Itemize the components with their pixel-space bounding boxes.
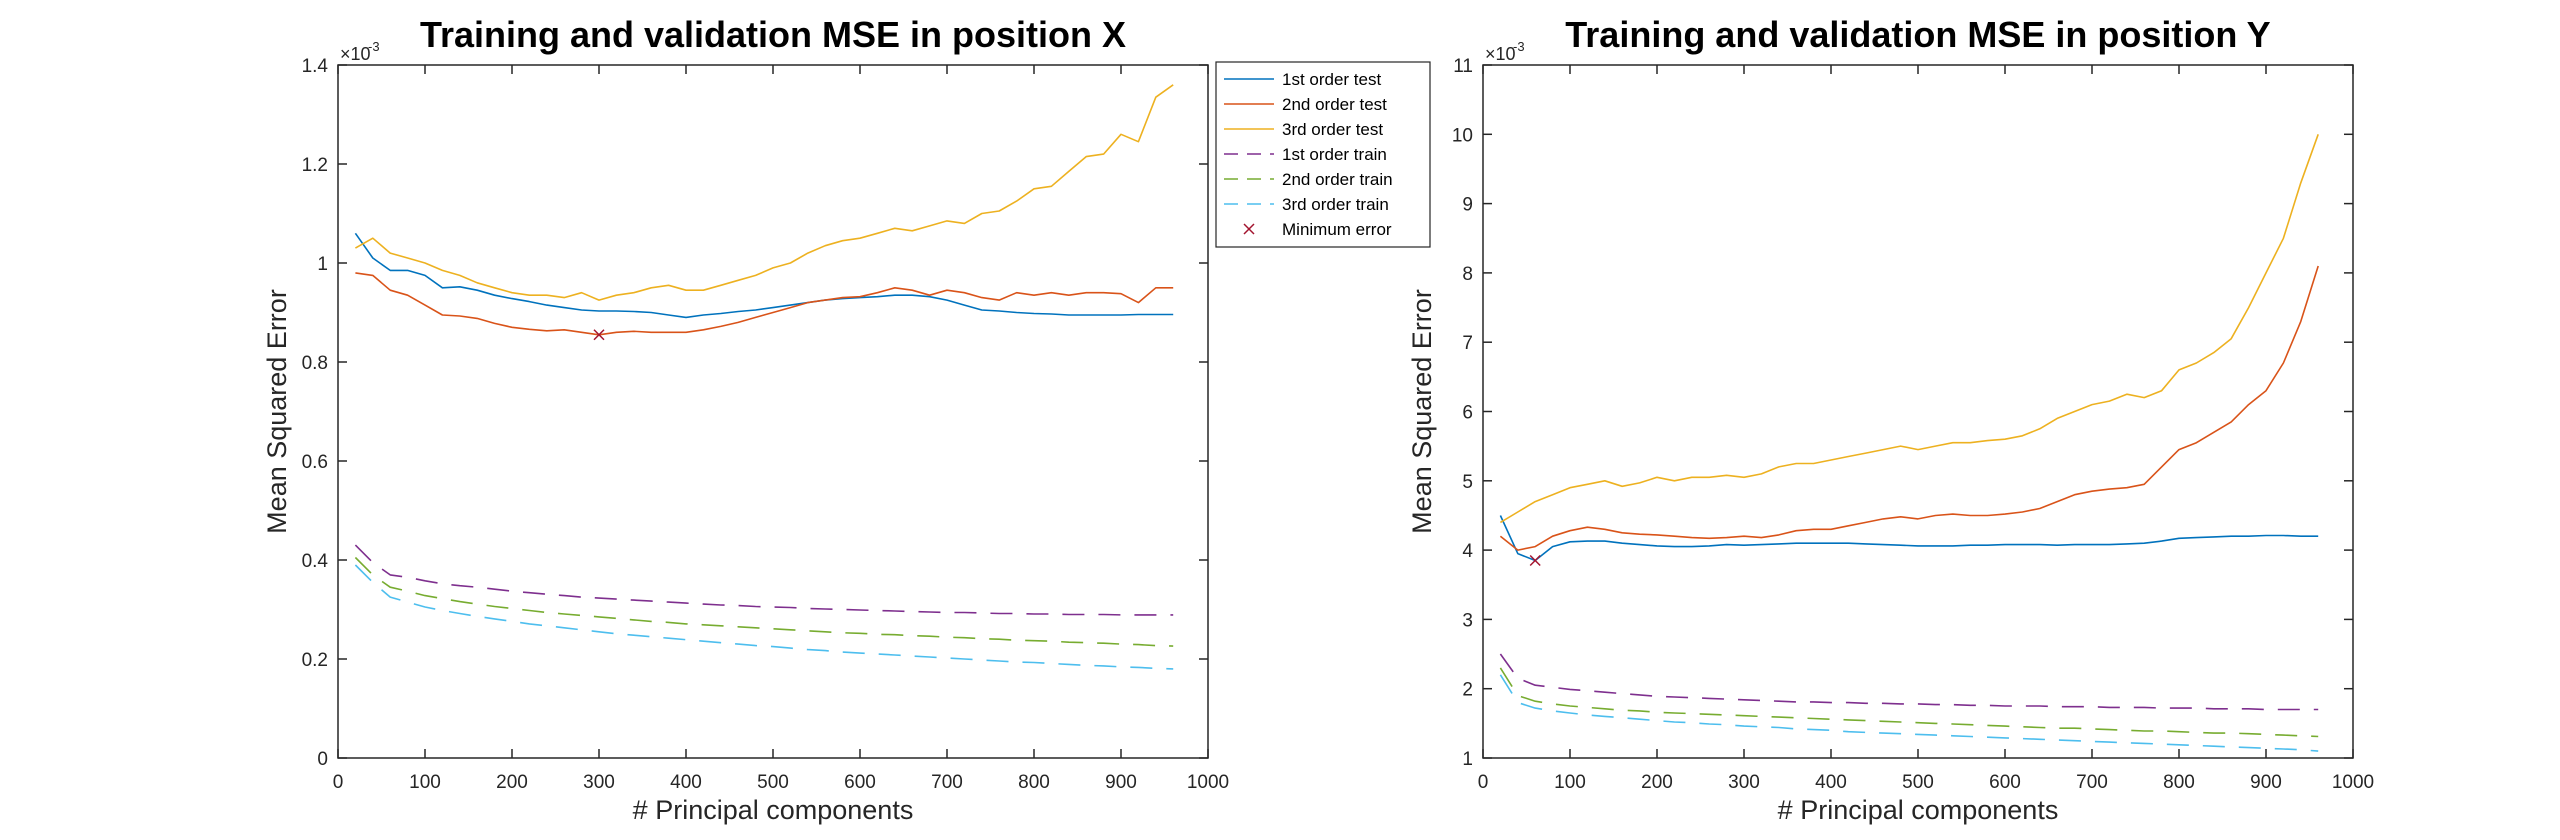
- x-tick-label: 400: [670, 772, 702, 793]
- series-line-1st-order-test: [354, 232, 1174, 319]
- chart-title: Training and validation MSE in position …: [420, 14, 1126, 55]
- y-tick-label: 10: [1452, 125, 1473, 146]
- x-axis-label: # Principal components: [633, 795, 914, 825]
- legend-entry: 2nd order test: [1282, 95, 1387, 114]
- exponent-label: ×10: [340, 44, 371, 64]
- y-tick-label: 1: [1462, 749, 1473, 770]
- y-tick-label: 1.4: [302, 56, 329, 77]
- x-tick-label: 600: [1989, 772, 2021, 793]
- y-tick-label: 0: [317, 749, 328, 770]
- exponent-label: ×10: [1485, 44, 1516, 64]
- series-line-1st-order-train: [354, 544, 1174, 616]
- legend-entry: 1st order train: [1282, 145, 1387, 164]
- plot-area: [337, 64, 1209, 759]
- chart-position-x: 0 100 200 300 400 500 600 700 800 900 1000 0 0.2 0.4 0…: [262, 14, 1229, 825]
- y-tick-label: 7: [1462, 333, 1473, 354]
- plot-area: [1482, 64, 2354, 759]
- x-tick-label: 500: [757, 772, 789, 793]
- legend: 1st order test 2nd order test 3rd order te…: [1215, 61, 1431, 248]
- x-tick-label: 900: [2250, 772, 2282, 793]
- y-tick-label: 6: [1462, 403, 1473, 424]
- x-axis-label: # Principal components: [1778, 795, 2059, 825]
- y-tick-label: 0.6: [302, 452, 328, 473]
- minimum-error-marker: [1529, 554, 1541, 567]
- x-tick-label: 900: [1105, 772, 1137, 793]
- y-tick-label: 9: [1462, 195, 1473, 216]
- legend-swatch-minimum: [1243, 223, 1255, 235]
- chart-position-y: 0 100 200 300 400 500 600 700 800 900 1000 1 2 3 4 5 6 7 8…: [1407, 14, 2374, 825]
- y-tick-label: 8: [1462, 264, 1473, 285]
- series-line-2nd-order-test: [1499, 265, 2319, 551]
- exponent-power: -3: [1513, 39, 1525, 54]
- legend-entry: 1st order test: [1282, 70, 1381, 89]
- x-tick-label: 300: [583, 772, 615, 793]
- legend-entry: 3rd order test: [1282, 120, 1383, 139]
- x-tick-label: 300: [1728, 772, 1760, 793]
- y-tick-label: 0.8: [302, 353, 328, 374]
- x-tick-label: 700: [2076, 772, 2108, 793]
- series-line-3rd-order-test: [1499, 134, 2319, 524]
- x-tick-label: 1000: [2332, 772, 2374, 793]
- series-line-3rd-order-test: [355, 84, 1174, 301]
- y-tick-label: 0.2: [302, 650, 328, 671]
- y-tick-label: 11: [1453, 56, 1473, 77]
- x-tick-label: 0: [333, 772, 344, 793]
- y-axis-label: Mean Squared Error: [262, 289, 292, 534]
- series-line-2nd-order-test: [355, 272, 1174, 336]
- x-tick-label: 200: [1641, 772, 1673, 793]
- x-tick-label: 1000: [1187, 772, 1229, 793]
- x-tick-label: 700: [931, 772, 963, 793]
- x-tick-label: 800: [1018, 772, 1050, 793]
- y-axis-label: Mean Squared Error: [1407, 289, 1437, 534]
- series-line-2nd-order-train: [354, 556, 1174, 647]
- y-tick-label: 0.4: [302, 551, 329, 572]
- x-tick-label: 0: [1478, 772, 1489, 793]
- series-line-1st-order-train: [1499, 653, 2319, 711]
- x-tick-label: 800: [2163, 772, 2195, 793]
- series-line-1st-order-test: [1499, 515, 2319, 562]
- x-tick-label: 500: [1902, 772, 1934, 793]
- legend-entry: 3rd order train: [1282, 195, 1389, 214]
- y-tick-label: 5: [1462, 472, 1473, 493]
- y-tick-label: 1: [317, 254, 328, 275]
- y-tick-label: 3: [1462, 610, 1473, 631]
- x-tick-label: 100: [409, 772, 441, 793]
- x-tick-label: 100: [1554, 772, 1586, 793]
- series-line-3rd-order-train: [354, 564, 1174, 670]
- exponent-power: -3: [368, 39, 380, 54]
- y-tick-label: 4: [1462, 541, 1473, 562]
- legend-entry: Minimum error: [1282, 220, 1392, 239]
- legend-entry: 2nd order train: [1282, 170, 1393, 189]
- y-tick-label: 1.2: [302, 155, 328, 176]
- x-tick-label: 200: [496, 772, 528, 793]
- x-tick-label: 400: [1815, 772, 1847, 793]
- x-tick-label: 600: [844, 772, 876, 793]
- series-line-2nd-order-train: [1499, 667, 2319, 738]
- chart-title: Training and validation MSE in position …: [1565, 14, 2270, 55]
- minimum-error-marker: [593, 329, 605, 341]
- y-tick-label: 2: [1462, 680, 1473, 701]
- series-line-3rd-order-train: [1499, 674, 2319, 752]
